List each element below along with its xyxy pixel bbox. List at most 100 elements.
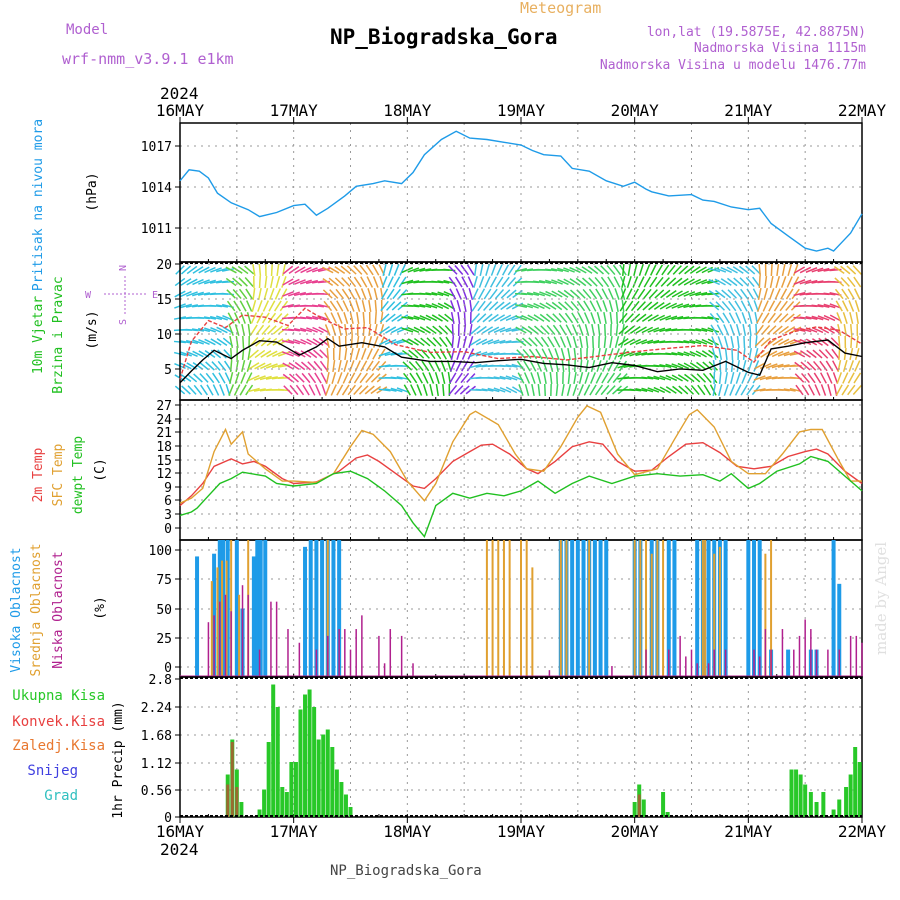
wind-barb bbox=[240, 312, 246, 324]
wind-barb bbox=[577, 312, 585, 324]
series-line-sfc-temp bbox=[179, 405, 862, 504]
wind-barb bbox=[840, 265, 851, 275]
wind-barb bbox=[820, 372, 827, 384]
wind-barb bbox=[232, 288, 242, 300]
wind-barb bbox=[229, 371, 234, 385]
wind-barb bbox=[262, 300, 270, 312]
wind-barb bbox=[434, 372, 440, 384]
wind-barb bbox=[353, 276, 362, 288]
wind-barb bbox=[666, 277, 677, 287]
ylabel-wind-2: Brzina i Pravac bbox=[51, 276, 66, 393]
wind-barb bbox=[683, 340, 696, 344]
y-tick-label: 6 bbox=[164, 494, 172, 509]
wind-barb bbox=[434, 360, 441, 372]
bar-niska bbox=[275, 601, 278, 677]
bar-visoka bbox=[752, 540, 757, 677]
wind-barb bbox=[756, 300, 763, 312]
wind-barb bbox=[366, 276, 374, 288]
wind-barb bbox=[566, 384, 572, 396]
wind-barb bbox=[774, 288, 781, 300]
bar-ukupna-kisa bbox=[257, 809, 262, 817]
wind-barb bbox=[419, 303, 432, 309]
wind-barb bbox=[473, 263, 478, 277]
wind-barb bbox=[588, 288, 598, 300]
wind-barb bbox=[320, 372, 328, 384]
wind-barb bbox=[832, 360, 839, 372]
wind-barb bbox=[487, 339, 500, 345]
wind-barb bbox=[521, 337, 533, 347]
wind-barb bbox=[359, 264, 369, 276]
wind-barb bbox=[564, 301, 574, 311]
bar-niska bbox=[770, 649, 772, 677]
bar-srednja bbox=[225, 560, 228, 677]
wind-barb bbox=[795, 384, 804, 396]
wind-barb bbox=[733, 277, 744, 287]
wind-barb bbox=[228, 384, 235, 396]
ylabel-temp-1: SFC Temp bbox=[51, 444, 66, 507]
wind-barb bbox=[191, 328, 205, 332]
wind-barb bbox=[442, 383, 445, 397]
wind-barb bbox=[771, 363, 784, 369]
bar-ukupna-kisa bbox=[307, 689, 312, 817]
wind-barb bbox=[360, 360, 368, 372]
wind-barb bbox=[283, 385, 293, 395]
wind-barb bbox=[505, 386, 518, 394]
wind-barb bbox=[612, 264, 622, 276]
wind-barb bbox=[477, 300, 486, 312]
wind-barb bbox=[746, 384, 755, 396]
wind-barb bbox=[671, 290, 683, 298]
precip-legend-3: Snijeg bbox=[27, 763, 78, 779]
wind-barb bbox=[554, 348, 560, 360]
wind-barb bbox=[506, 289, 517, 299]
wind-barb bbox=[609, 335, 613, 349]
wind-barb bbox=[281, 263, 286, 277]
y-tick-label: 10 bbox=[156, 328, 172, 343]
bar-niska bbox=[315, 649, 318, 677]
wind-barb bbox=[635, 351, 648, 357]
wind-barb bbox=[573, 347, 577, 361]
wind-barb bbox=[707, 327, 720, 333]
wind-barb bbox=[246, 360, 252, 372]
wind-barb bbox=[752, 288, 760, 300]
wind-barb bbox=[689, 362, 701, 370]
wind-barb bbox=[293, 328, 307, 332]
wind-barb bbox=[583, 312, 591, 324]
wind-barb bbox=[763, 288, 769, 300]
wind-barb bbox=[754, 337, 765, 347]
wind-barb bbox=[397, 314, 409, 322]
wind-barb bbox=[590, 360, 596, 372]
wind-barb bbox=[416, 384, 423, 396]
wind-barb bbox=[237, 265, 249, 275]
wind-barb bbox=[792, 264, 799, 276]
wind-barb bbox=[707, 338, 719, 346]
wind-barb bbox=[540, 336, 550, 348]
bar-ukupna-kisa bbox=[280, 787, 285, 817]
wind-barb bbox=[720, 278, 732, 286]
ylabel-wind-1: 10m Vjetar bbox=[31, 296, 46, 374]
bar-ukupna-kisa bbox=[303, 694, 308, 817]
wind-barb bbox=[571, 312, 579, 324]
wind-barb bbox=[695, 266, 707, 274]
wind-barb bbox=[477, 288, 486, 300]
bottom-date-21may: 21MAY bbox=[724, 822, 773, 841]
wind-barb bbox=[245, 384, 254, 396]
wind-barb bbox=[715, 301, 725, 311]
wind-barb bbox=[696, 373, 707, 383]
bar-srednja bbox=[508, 540, 511, 677]
wind-barb bbox=[215, 304, 229, 308]
wind-barb bbox=[603, 311, 607, 325]
wind-barb bbox=[689, 350, 702, 358]
wind-barb bbox=[312, 338, 324, 346]
wind-barb bbox=[396, 387, 409, 393]
wind-barb bbox=[435, 383, 439, 397]
wind-barb bbox=[282, 351, 294, 357]
wind-barb bbox=[401, 279, 414, 285]
wind-barb bbox=[635, 388, 648, 392]
wind-barb bbox=[770, 263, 773, 277]
wind-barb bbox=[683, 303, 696, 309]
wind-barb bbox=[362, 311, 366, 325]
wind-barb bbox=[199, 373, 209, 383]
wind-barb bbox=[620, 288, 627, 300]
wind-barb bbox=[559, 324, 567, 336]
y-tick-label: 24 bbox=[156, 413, 172, 428]
